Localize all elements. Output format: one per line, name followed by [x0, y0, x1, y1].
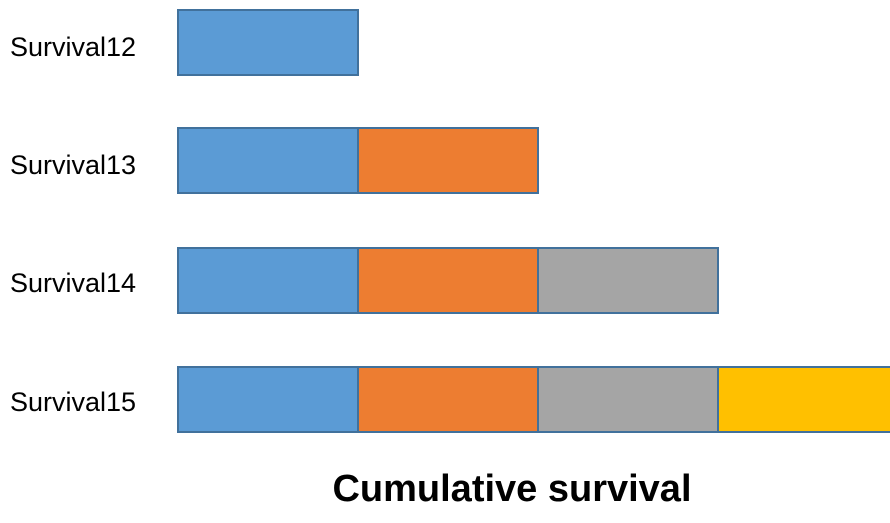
- survival15-segment-2: [357, 366, 539, 433]
- row-label-survival14: Survival14: [10, 268, 137, 298]
- caption-text: Cumulative survival: [332, 468, 692, 510]
- survival12-segment-1: [177, 9, 359, 76]
- row-label-survival13: Survival13: [10, 150, 137, 180]
- row-label-survival12: Survival12: [10, 32, 137, 62]
- survival14-segment-2: [357, 247, 539, 314]
- survival15-segment-1: [177, 366, 359, 433]
- survival14-segment-3: [537, 247, 719, 314]
- survival13-segment-2: [357, 127, 539, 194]
- row-label-survival15: Survival15: [10, 387, 137, 417]
- survival15-segment-4: [717, 366, 890, 433]
- survival13-segment-1: [177, 127, 359, 194]
- survival14-segment-1: [177, 247, 359, 314]
- diagram-caption: Cumulative survival: [0, 470, 890, 508]
- survival15-segment-3: [537, 366, 719, 433]
